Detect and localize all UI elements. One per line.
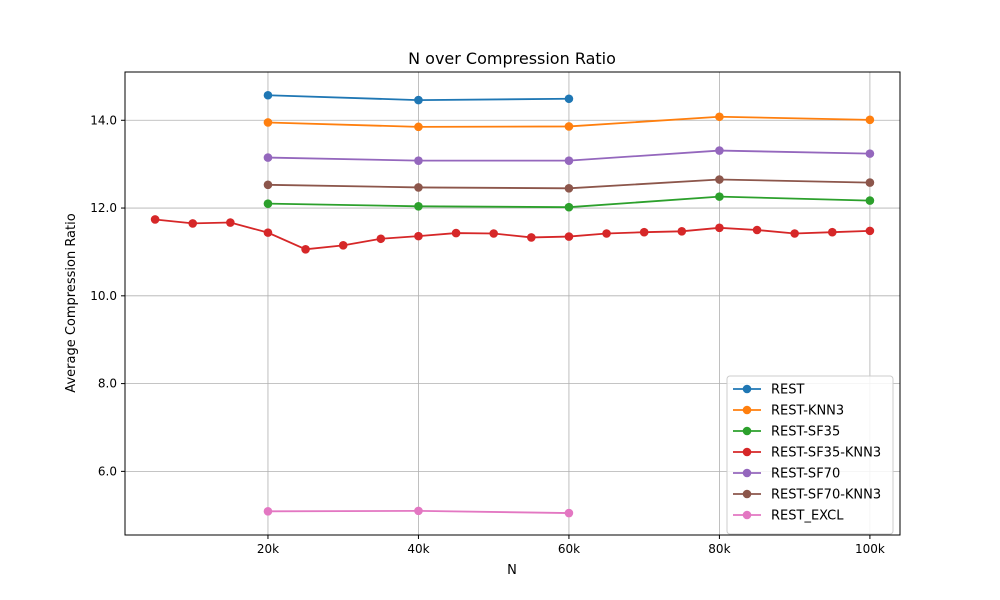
data-point-rest-sf70 [715, 146, 724, 155]
legend-swatch-marker [742, 426, 752, 436]
legend-item-rest-sf35-knn3: REST-SF35-KNN3 [733, 446, 881, 461]
data-point-rest-sf35-knn3 [527, 233, 536, 242]
data-point-rest-sf35 [715, 192, 724, 201]
plot-frame [124, 71, 901, 536]
data-point-rest-sf70 [564, 156, 574, 165]
data-point-rest-sf35-knn3 [790, 229, 799, 238]
data-point-rest-sf70 [865, 149, 875, 158]
y-axis-label: Average Compression Ratio [64, 213, 79, 392]
legend-label: REST_EXCL [771, 509, 844, 524]
x-axis-label: N [507, 563, 517, 578]
data-point-rest-sf35-knn3 [226, 218, 235, 227]
data-point-rest-excl [564, 508, 574, 518]
data-point-rest-sf35-knn3 [639, 227, 649, 237]
legend-label: REST [771, 383, 804, 398]
series-rest-sf35-knn3 [150, 215, 875, 254]
data-point-rest-sf35-knn3 [376, 234, 386, 244]
x-tick-label: 100k [855, 542, 885, 556]
series-rest-sf70-knn3 [263, 175, 875, 193]
data-point-rest-sf35-knn3 [865, 226, 875, 236]
data-point-rest-sf70-knn3 [865, 178, 875, 187]
legend-label: REST-SF70-KNN3 [771, 488, 881, 503]
data-point-rest-sf70 [263, 153, 273, 162]
series-rest [263, 90, 574, 105]
y-tick-label: 8.0 [98, 377, 117, 391]
data-point-rest-sf70-knn3 [564, 183, 574, 193]
legend-label: REST-SF35-KNN3 [771, 446, 881, 461]
data-point-rest-sf35-knn3 [602, 229, 611, 238]
data-point-rest-sf35-knn3 [301, 245, 310, 254]
legend-label: REST-KNN3 [771, 404, 844, 419]
data-point-rest [564, 94, 574, 104]
x-tick-label: 60k [558, 542, 580, 556]
data-point-rest-sf35-knn3 [564, 232, 574, 241]
data-point-rest-sf35-knn3 [489, 229, 498, 238]
data-point-rest-sf35-knn3 [827, 227, 837, 237]
legend-swatch-marker [742, 405, 752, 415]
data-point-rest-sf35-knn3 [451, 228, 461, 238]
data-point-rest-sf70 [414, 156, 423, 165]
legend-box [726, 375, 894, 535]
data-point-rest-sf35 [263, 199, 273, 208]
legend: REST REST-KNN3 REST-SF35 REST-SF35-KNN3 REST… [726, 375, 894, 535]
legend-item-rest-sf70-knn3: REST-SF70-KNN3 [733, 488, 881, 503]
data-point-rest-sf70-knn3 [715, 175, 724, 184]
data-point-rest-sf70-knn3 [414, 183, 423, 192]
legend-item-rest: REST [733, 383, 804, 398]
data-point-rest-sf35-knn3 [338, 241, 348, 250]
series-line-rest-sf35-knn3 [155, 218, 870, 251]
data-point-rest-sf70-knn3 [263, 180, 273, 190]
x-tick-label: 20k [257, 542, 279, 556]
y-tick-label: 6.0 [98, 464, 117, 478]
data-point-rest-sf35-knn3 [414, 231, 423, 241]
x-tick-label: 40k [407, 542, 429, 556]
data-point-rest-sf35 [564, 202, 574, 212]
data-point-rest-excl [414, 506, 423, 516]
legend-swatch-marker [742, 510, 752, 520]
chart-title: N over Compression Ratio [408, 49, 616, 68]
series-rest-excl [263, 506, 574, 518]
data-point-rest-knn3 [263, 118, 273, 127]
legend-swatch-marker [742, 447, 752, 457]
data-point-rest [263, 90, 273, 100]
series-rest-sf35 [263, 192, 875, 212]
data-point-rest-sf35-knn3 [150, 215, 160, 224]
tick-layer: 20k 40k 60k 80k 100k 6.0 8.0 10.0 12.0 14.0 [90, 113, 885, 556]
data-point-rest-knn3 [414, 122, 423, 132]
legend-item-rest-knn3: REST-KNN3 [733, 404, 844, 419]
data-point-rest-sf35 [865, 196, 875, 205]
y-tick-label: 12.0 [90, 201, 117, 215]
series-layer [150, 90, 875, 518]
data-point-rest-knn3 [564, 122, 574, 131]
data-point-rest-sf35 [414, 201, 423, 211]
legend-swatch-marker [742, 468, 752, 478]
series-rest-sf70 [263, 146, 875, 165]
legend-swatch-marker [742, 384, 752, 394]
x-tick-label: 80k [708, 542, 730, 556]
data-point-rest-knn3 [865, 115, 875, 125]
legend-item-rest-excl: REST_EXCL [733, 509, 844, 524]
data-point-rest-sf35-knn3 [263, 228, 273, 237]
y-tick-label: 14.0 [90, 113, 117, 127]
grid-layer [125, 72, 900, 535]
legend-item-rest-sf35: REST-SF35 [733, 425, 840, 440]
y-tick-label: 10.0 [90, 289, 117, 303]
data-point-rest-sf35-knn3 [752, 225, 762, 235]
data-point-rest-sf35-knn3 [715, 223, 724, 233]
data-point-rest-knn3 [715, 112, 724, 122]
legend-item-rest-sf70: REST-SF70 [733, 467, 840, 482]
data-point-rest-sf35-knn3 [677, 227, 687, 236]
data-point-rest-sf35-knn3 [188, 219, 198, 228]
legend-swatch-marker [742, 489, 752, 499]
legend-label: REST-SF35 [771, 425, 840, 440]
data-point-rest [414, 95, 423, 105]
series-rest-knn3 [263, 112, 875, 132]
data-point-rest-excl [263, 507, 273, 516]
legend-label: REST-SF70 [771, 467, 840, 482]
